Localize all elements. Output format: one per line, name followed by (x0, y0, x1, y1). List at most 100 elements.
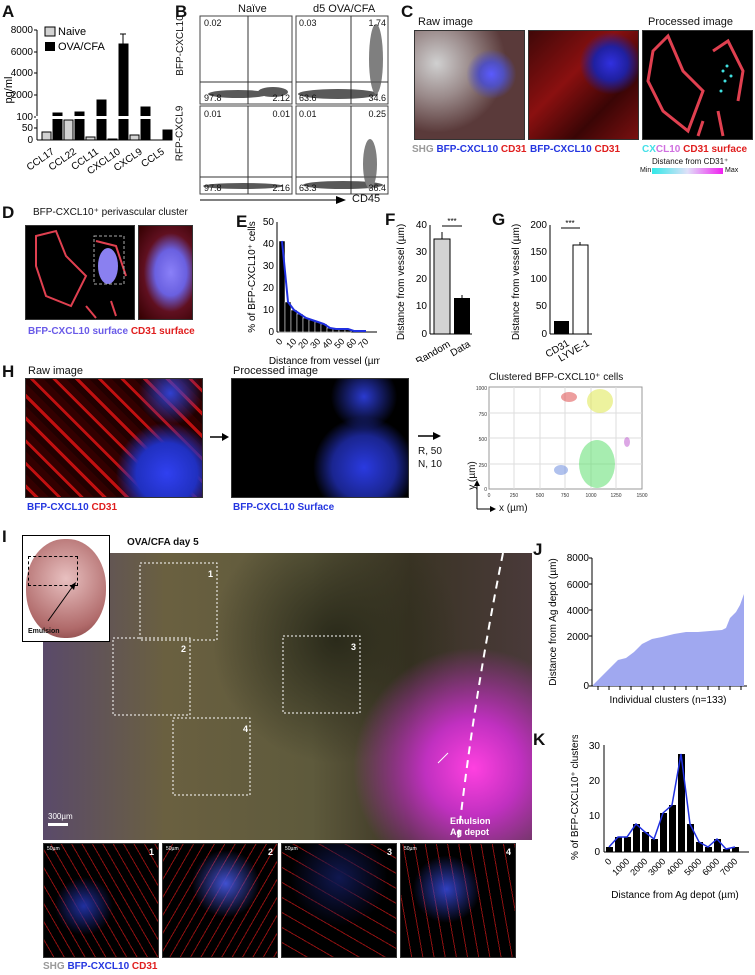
h-processed-image (231, 378, 409, 498)
svg-text:2.16: 2.16 (272, 183, 290, 193)
c-caption-2: BFP-CXCL10 CD31 (530, 144, 620, 155)
svg-text:0: 0 (488, 493, 491, 499)
svg-text:0.01: 0.01 (272, 109, 290, 119)
h-caption-1: BFP-CXCL10 CD31 (27, 502, 117, 513)
svg-text:750: 750 (561, 493, 570, 499)
arrow-right-icon (210, 433, 229, 441)
svg-text:5000: 5000 (682, 856, 703, 877)
svg-text:Distance from Ag depot (µm): Distance from Ag depot (µm) (548, 558, 559, 685)
cd31-surface-label: CD31 surface (683, 144, 748, 155)
depot-label-1: Emulsion (450, 816, 491, 826)
svg-text:10: 10 (416, 301, 428, 312)
svg-text:3: 3 (351, 642, 356, 652)
cd31-label: CD31 (131, 961, 158, 972)
svg-text:***: *** (447, 217, 456, 226)
panel-label-i: I (2, 527, 7, 546)
svg-text:250: 250 (479, 463, 488, 469)
cl10-label: CL10 (655, 144, 681, 155)
chart-j: 8000 6000 4000 2000 0 Individual clusters (n… (548, 553, 747, 706)
svg-text:6000: 6000 (700, 856, 721, 877)
svg-text:750: 750 (479, 412, 488, 418)
cx-label: CX (642, 144, 656, 155)
i-subimage-2: 2 50µm (162, 843, 278, 958)
bfp-label: BFP-CXCL10 (436, 144, 499, 155)
panel-label-b: B (175, 2, 188, 21)
svg-text:97.8: 97.8 (204, 93, 222, 103)
svg-text:Individual clusters (n=133): Individual clusters (n=133) (609, 695, 726, 706)
svg-text:Random: Random (414, 339, 452, 362)
svg-text:70: 70 (356, 336, 370, 350)
svg-text:Naive: Naive (58, 26, 86, 38)
cd31-surface-label: CD31 surface (130, 326, 195, 337)
svg-text:63.6: 63.6 (299, 93, 317, 103)
svg-text:7000: 7000 (718, 856, 739, 877)
svg-text:Distance from vessel (µm): Distance from vessel (µm) (511, 224, 522, 340)
svg-text:40: 40 (263, 239, 275, 250)
h-x-axis-label: x (µm) (499, 503, 528, 514)
svg-text:50: 50 (22, 123, 34, 134)
cd45-arrow-icon (200, 196, 346, 204)
svg-text:100: 100 (530, 274, 547, 285)
chart-g: 200 150 100 50 0 *** Distance from vessel (µ… (511, 219, 592, 362)
svg-text:30: 30 (589, 741, 601, 752)
svg-text:50: 50 (263, 217, 275, 228)
svg-text:0: 0 (484, 487, 487, 493)
flow-x-axis-label: CD45 (352, 193, 381, 205)
i-subimage-4: 4 50µm (400, 843, 516, 958)
c-raw-image-bfp-cd31 (528, 30, 639, 140)
svg-text:20: 20 (416, 274, 428, 285)
panel-label-e: E (236, 212, 248, 231)
legend-max: Max (725, 167, 739, 174)
inset-emulsion-label: Emulsion (28, 628, 60, 635)
svg-text:% of BFP-CXCL10⁺ cells: % of BFP-CXCL10⁺ cells (247, 221, 258, 332)
i-title: OVA/CFA day 5 (127, 537, 199, 548)
svg-text:4000: 4000 (11, 68, 34, 79)
flow-col-title-naive: Naïve (238, 3, 267, 15)
svg-text:2.12: 2.12 (272, 93, 290, 103)
bfp-label: BFP-CXCL10 (530, 144, 592, 155)
i-inset-ear-photo: Emulsion (22, 535, 110, 642)
svg-text:8000: 8000 (11, 25, 34, 36)
c-caption-1: SHG BFP-CXCL10 CD31 (412, 144, 527, 155)
svg-text:6000: 6000 (567, 580, 590, 591)
dbscan-param-n: N, 10 (418, 459, 442, 470)
svg-text:8000: 8000 (567, 553, 590, 564)
svg-text:10: 10 (589, 811, 601, 822)
d-vessel-surface-image (25, 225, 135, 320)
panel-label-a: A (2, 2, 15, 21)
dbscan-param-r: R, 50 (418, 446, 442, 457)
svg-text:1: 1 (208, 569, 213, 579)
cd31-label: CD31 (594, 144, 621, 155)
subimage-number: 3 (386, 847, 392, 857)
cd31-label: CD31 (91, 502, 118, 513)
svg-text:100: 100 (16, 112, 33, 123)
panel-label-f: F (385, 210, 396, 229)
svg-text:0: 0 (421, 329, 427, 340)
svg-text:20: 20 (589, 776, 601, 787)
svg-text:200: 200 (530, 220, 547, 231)
panel-label-k: K (533, 730, 546, 749)
subimage-number: 1 (148, 847, 154, 857)
svg-text:0: 0 (274, 336, 285, 347)
i-subimage-3: 3 50µm (281, 843, 397, 958)
svg-text:2: 2 (181, 644, 186, 654)
panel-label-h: H (2, 362, 15, 381)
svg-text:0: 0 (541, 329, 547, 340)
svg-text:34.6: 34.6 (368, 93, 386, 103)
panel-label-g: G (492, 210, 506, 229)
svg-text:***: *** (565, 219, 574, 228)
subimage-scale: 50µm (166, 846, 179, 852)
svg-text:0.02: 0.02 (204, 18, 222, 28)
svg-text:1000: 1000 (610, 856, 631, 877)
h-raw-image (25, 378, 203, 498)
bfp-label: BFP-CXCL10 (27, 502, 89, 513)
svg-text:1.74: 1.74 (368, 18, 386, 28)
svg-text:2000: 2000 (567, 632, 590, 643)
svg-text:6000: 6000 (11, 47, 34, 58)
svg-text:1500: 1500 (636, 493, 647, 499)
svg-text:500: 500 (536, 493, 545, 499)
svg-text:1000: 1000 (585, 493, 596, 499)
svg-text:0.25: 0.25 (368, 109, 386, 119)
svg-text:CCL5: CCL5 (139, 146, 167, 170)
